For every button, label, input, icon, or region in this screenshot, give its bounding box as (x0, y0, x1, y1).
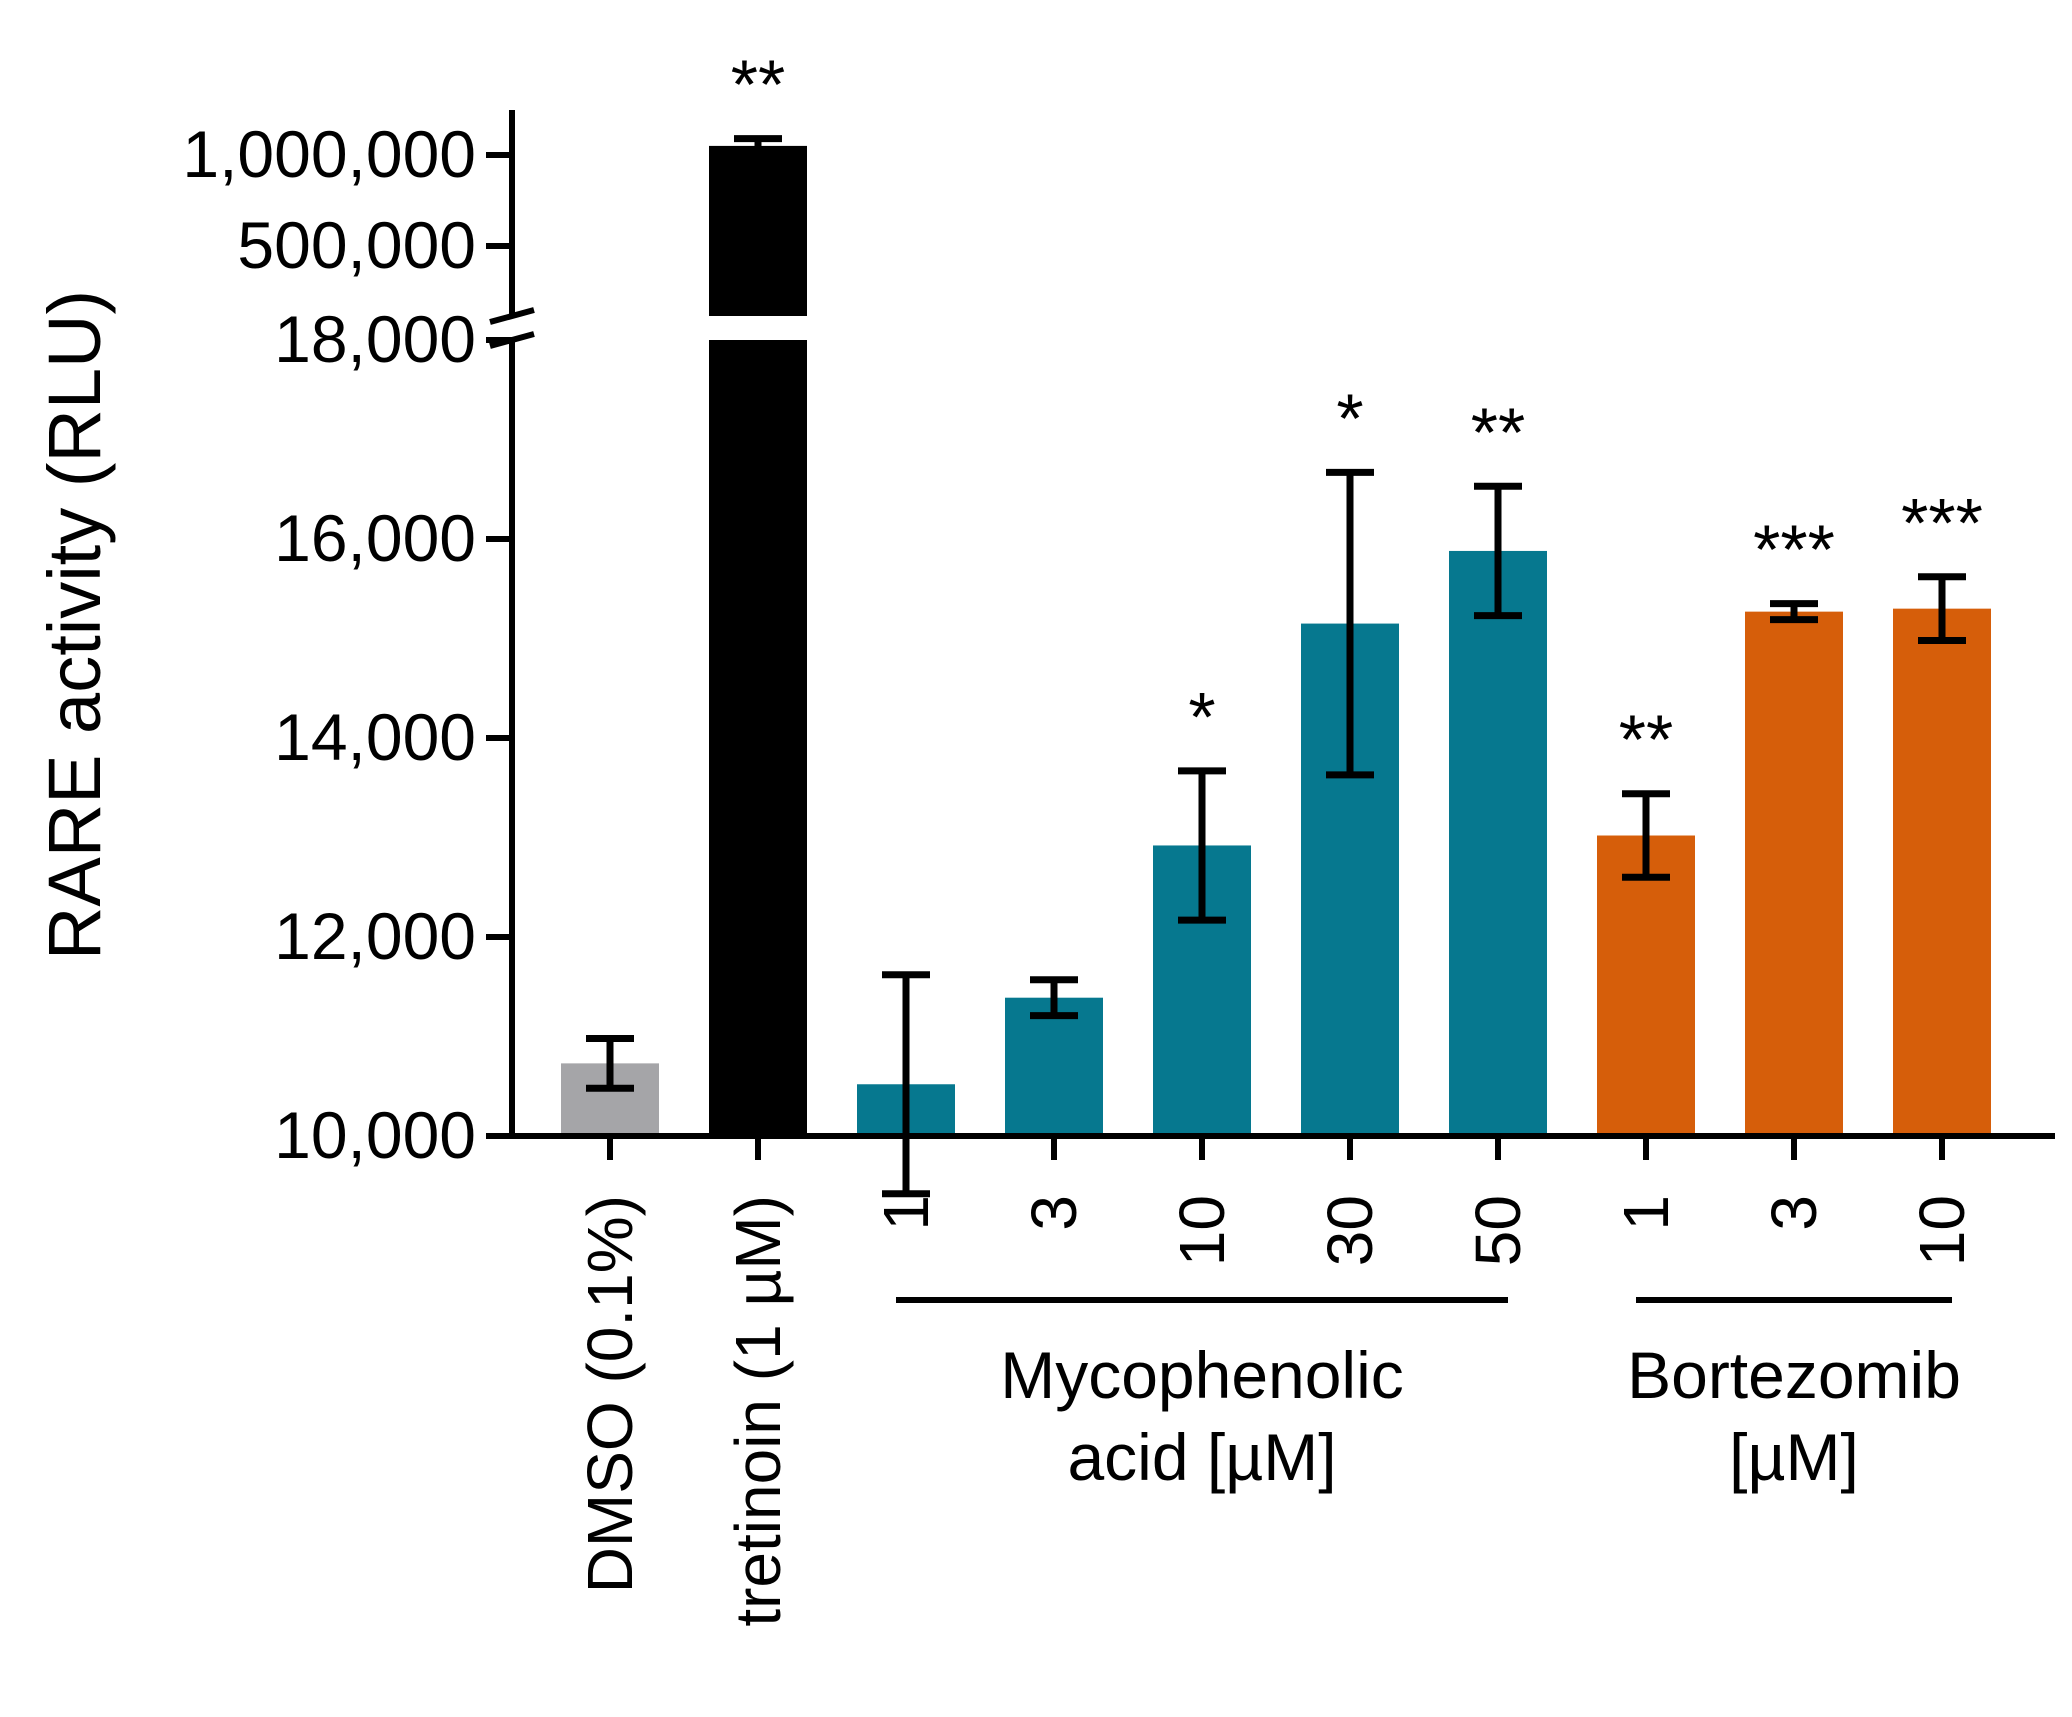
x-tick-label: 3 (1018, 1195, 1090, 1231)
y-tick-label: 1,000,000 (182, 117, 476, 191)
y-tick-label: 12,000 (274, 899, 476, 973)
y-tick-label: 10,000 (274, 1098, 476, 1172)
y-tick-label: 16,000 (274, 501, 476, 575)
y-axis-label: RARE activity (RLU) (33, 290, 116, 960)
significance-label: ** (1471, 393, 1525, 471)
group-label: [µM] (1729, 1420, 1859, 1494)
x-tick-label: 3 (1758, 1195, 1830, 1231)
significance-label: * (1336, 379, 1363, 457)
y-tick-label: 14,000 (274, 700, 476, 774)
significance-label: *** (1901, 484, 1983, 562)
bar (1449, 550, 1547, 1136)
bar-break-gap (707, 316, 809, 340)
significance-label: *** (1753, 511, 1835, 589)
significance-label: ** (1619, 701, 1673, 779)
y-tick-label: 18,000 (274, 302, 476, 376)
axes-layer (486, 110, 2055, 1303)
bar-lower-segment (709, 340, 807, 1136)
significance-label: ** (731, 46, 785, 124)
group-label: Bortezomib (1627, 1338, 1961, 1412)
bar (1597, 835, 1695, 1136)
bars-layer (561, 145, 1991, 1136)
bar (1745, 611, 1843, 1136)
x-tick-label: 1 (870, 1195, 942, 1231)
bar (1893, 608, 1991, 1136)
x-tick-label: 50 (1462, 1195, 1534, 1266)
x-tick-label: 10 (1166, 1195, 1238, 1266)
x-tick-label: 1 (1610, 1195, 1682, 1231)
labels-layer: **** ******* ***10,00012,00014,00016,00018… (182, 46, 1982, 1627)
significance-label: * (1188, 678, 1215, 756)
error-bars-layer (586, 135, 1966, 1198)
x-tick-label: 10 (1906, 1195, 1978, 1266)
group-label: acid [µM] (1067, 1420, 1336, 1494)
x-tick-label: DMSO (0.1%) (574, 1195, 646, 1593)
x-tick-label: tretinoin (1 µM) (722, 1195, 794, 1627)
x-tick-label: 30 (1314, 1195, 1386, 1266)
bar (1005, 997, 1103, 1136)
axis-break-mark (489, 307, 535, 325)
group-label: Mycophenolic (1000, 1338, 1404, 1412)
y-tick-label: 500,000 (237, 208, 476, 282)
